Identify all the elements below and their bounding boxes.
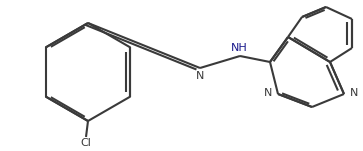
Text: N: N	[350, 88, 358, 98]
Text: NH: NH	[231, 43, 247, 53]
Text: Cl: Cl	[81, 138, 91, 148]
Text: N: N	[196, 71, 205, 81]
Text: N: N	[264, 88, 272, 98]
